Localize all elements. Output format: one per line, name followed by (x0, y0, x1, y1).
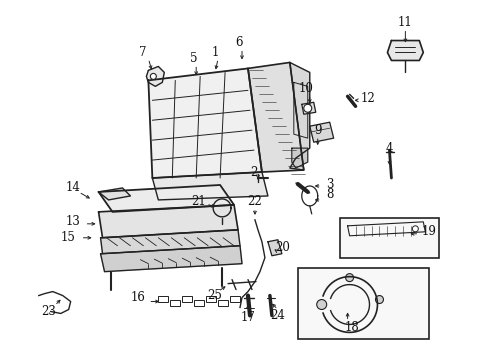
Circle shape (150, 73, 156, 80)
Polygon shape (289, 62, 309, 170)
Polygon shape (101, 230, 240, 254)
Polygon shape (99, 188, 130, 200)
Circle shape (411, 226, 417, 232)
Circle shape (345, 274, 353, 282)
Bar (182, 296, 192, 302)
Text: 12: 12 (360, 92, 374, 105)
Bar (297, 268, 428, 339)
Polygon shape (148, 68, 262, 178)
Polygon shape (99, 185, 234, 212)
Text: 7: 7 (139, 46, 146, 59)
Text: 22: 22 (247, 195, 262, 208)
Polygon shape (101, 246, 242, 272)
Polygon shape (152, 172, 267, 200)
Text: 1: 1 (211, 46, 218, 59)
Bar (158, 296, 168, 302)
Circle shape (375, 296, 383, 303)
Text: 20: 20 (275, 241, 290, 254)
Text: 23: 23 (41, 305, 56, 318)
Bar (218, 300, 227, 306)
Polygon shape (301, 102, 315, 114)
Text: 21: 21 (190, 195, 205, 208)
Text: 15: 15 (60, 231, 75, 244)
Text: 13: 13 (65, 215, 80, 228)
Polygon shape (146, 67, 164, 86)
Text: 18: 18 (344, 321, 358, 334)
Text: 3: 3 (325, 179, 333, 192)
Bar (194, 300, 203, 306)
Text: 24: 24 (270, 309, 285, 322)
Text: 10: 10 (298, 82, 312, 95)
Bar (170, 300, 180, 306)
Polygon shape (386, 41, 423, 60)
Text: 2: 2 (250, 166, 257, 179)
Bar (206, 296, 216, 302)
Text: 8: 8 (325, 188, 333, 202)
Circle shape (316, 300, 326, 310)
Polygon shape (347, 222, 425, 236)
Polygon shape (309, 122, 333, 142)
Bar (339, 218, 438, 258)
Text: 25: 25 (207, 289, 222, 302)
Text: 9: 9 (313, 124, 321, 137)
Polygon shape (99, 205, 238, 238)
Text: 6: 6 (235, 36, 242, 49)
Text: 14: 14 (65, 181, 80, 194)
Text: 16: 16 (131, 291, 145, 304)
Polygon shape (291, 148, 307, 168)
Text: 17: 17 (240, 311, 255, 324)
Polygon shape (267, 240, 281, 256)
Text: 5: 5 (190, 52, 198, 65)
Text: 11: 11 (397, 16, 412, 29)
Text: 4: 4 (385, 141, 392, 155)
Text: 19: 19 (421, 225, 436, 238)
Circle shape (303, 104, 311, 112)
Polygon shape (247, 62, 303, 172)
Bar (229, 296, 240, 302)
